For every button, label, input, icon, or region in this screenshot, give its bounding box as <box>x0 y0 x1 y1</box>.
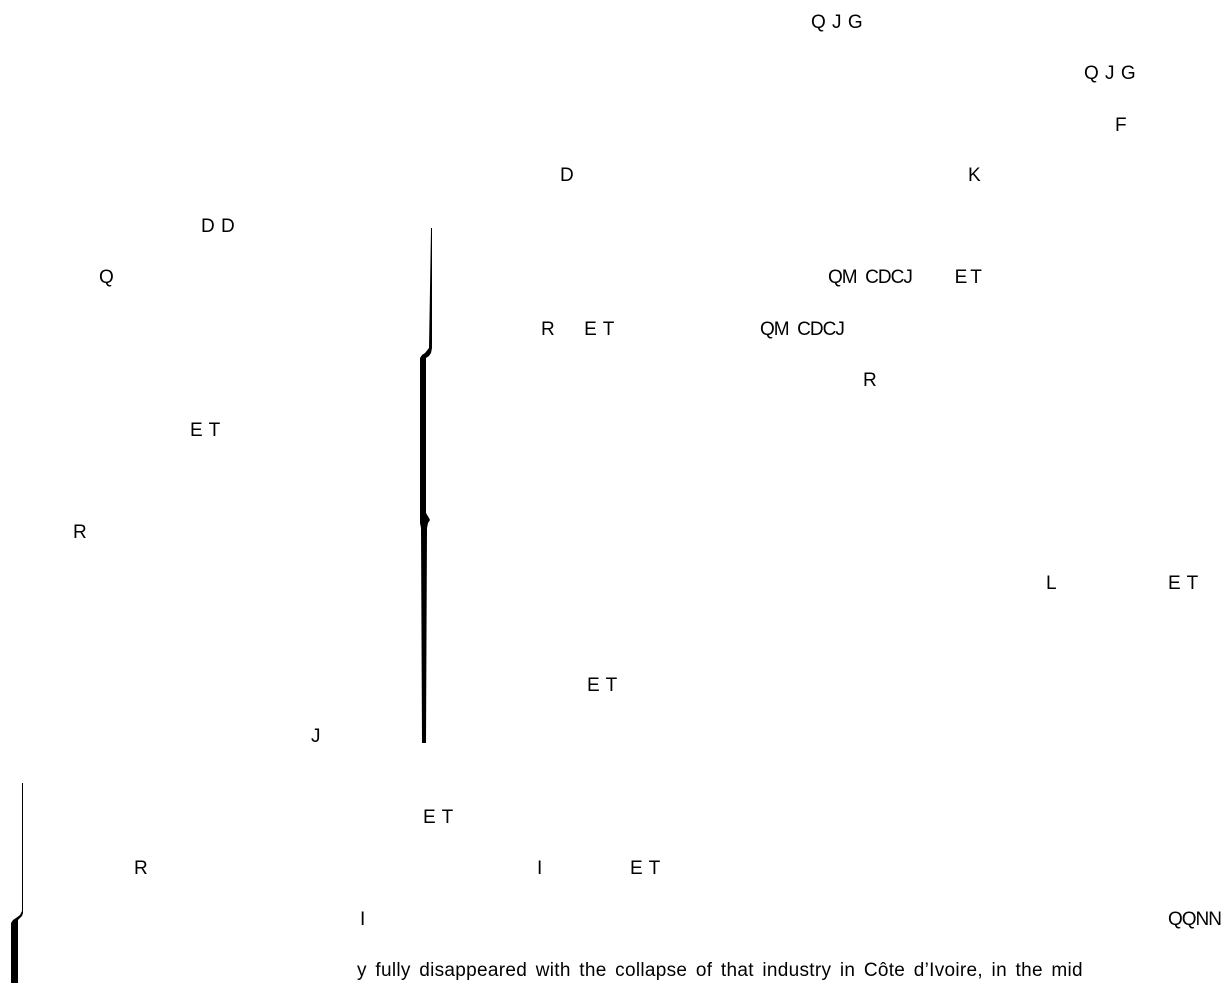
fragment-et-left: E T <box>190 420 221 441</box>
fragment-et-center: E T <box>587 675 618 696</box>
fragment-k-mid: K <box>968 165 982 186</box>
fragment-r-left: R <box>73 522 88 543</box>
fragment-qqnn: QQNN <box>1168 909 1222 930</box>
fragment-et-lower-right: E T <box>630 858 661 879</box>
fragment-l-right: L <box>1046 573 1058 594</box>
fragment-qm-cdcj-et: QM CDCJ E T <box>828 267 982 288</box>
fragment-i-lower: I <box>537 858 543 879</box>
fragment-qjg-right: Q J G <box>1084 63 1137 84</box>
fragment-d-mid: D <box>560 165 575 186</box>
fragment-qm-cdcj: QM CDCJ <box>760 319 845 340</box>
fragment-et-right: E T <box>1168 573 1199 594</box>
fragment-et-lower: E T <box>423 807 454 828</box>
fragment-q-left: Q <box>99 267 115 288</box>
fragment-r-lower: R <box>134 858 149 879</box>
fragment-qjg-top: Q J G <box>811 12 864 33</box>
fragment-r-et: R E T <box>541 319 615 340</box>
vertical-bar-upper <box>420 228 432 743</box>
fragment-r-mid: R <box>863 370 878 391</box>
fragment-i-bottom: I <box>360 909 366 930</box>
fragment-dd-left: D D <box>201 216 236 237</box>
vertical-bar-lower <box>11 783 23 983</box>
fragment-j-left: J <box>311 726 321 747</box>
fragment-f-right: F <box>1115 115 1128 136</box>
footer-text-line: y fully disappeared with the collapse of… <box>357 960 1083 981</box>
